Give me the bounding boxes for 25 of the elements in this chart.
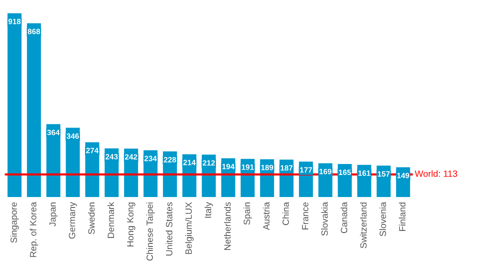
x-tick-label: Slovenia <box>379 202 386 236</box>
x-tick-label: Austria <box>262 202 270 230</box>
x-tick-label: Singapore <box>10 202 19 243</box>
x-tick-label: Slovakia <box>321 202 328 236</box>
x-tick-label: Rep. of Korea <box>30 202 38 257</box>
x-tick-label: Denmark <box>107 202 114 238</box>
x-tick-label: China <box>282 202 289 226</box>
x-tick-label: Chinese Taipei <box>146 202 155 261</box>
x-tick-label: Belgium/LUX <box>185 202 194 254</box>
x-tick-label: United States <box>166 202 172 256</box>
ref-line-label: World: 113 <box>414 170 458 177</box>
x-tick-label: Japan <box>49 202 58 226</box>
bar <box>8 13 22 198</box>
x-tick-label: Canada <box>340 202 348 234</box>
bar <box>26 23 41 198</box>
x-tick-label: Switzerland <box>360 202 367 248</box>
x-tick-label: Netherlands <box>224 202 231 250</box>
x-tick-label: Finland <box>398 202 406 231</box>
x-tick-label: France <box>302 202 308 230</box>
x-tick-label: Sweden <box>88 202 95 234</box>
x-tick-label: Germany <box>68 202 78 239</box>
x-tick-label: Italy <box>204 202 214 218</box>
x-tick-label: Spain <box>243 202 252 225</box>
x-tick-label: Hong Kong <box>127 202 136 246</box>
bar <box>46 124 60 198</box>
